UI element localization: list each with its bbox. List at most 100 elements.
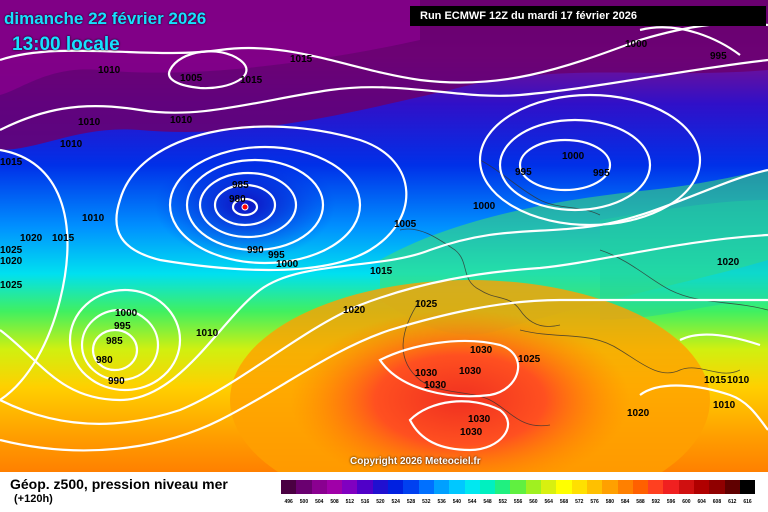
scale-value: 556: [513, 499, 523, 505]
scale-value: 500: [299, 499, 309, 505]
isobar-label: 1000: [276, 259, 299, 270]
scale-swatch: [479, 480, 496, 494]
scale-value: 520: [376, 499, 385, 505]
scale-swatch: [525, 480, 542, 494]
scale-value: 548: [483, 499, 492, 505]
scale-value: 580: [605, 499, 615, 505]
scale-swatch: [678, 480, 695, 494]
isobar-label: 1025: [415, 299, 438, 310]
scale-swatch: [372, 480, 389, 494]
isobar-label: 1020: [343, 305, 366, 316]
scale-swatch: [571, 480, 587, 494]
scale-value: 588: [636, 499, 645, 505]
scale-value: 600: [682, 499, 691, 505]
scale-value: 504: [315, 499, 324, 505]
scale-value: 564: [544, 499, 553, 505]
isobar-label: 1010: [713, 400, 736, 411]
low-center-marker: [241, 203, 249, 211]
scale-swatch: [449, 480, 465, 494]
scale-value: 528: [406, 499, 416, 505]
scale-value: 532: [422, 499, 431, 505]
scale-swatch: [403, 480, 419, 494]
isobar-label: 995: [515, 167, 532, 178]
isobar-label: 1030: [415, 368, 438, 379]
isobar-label: 1010: [98, 65, 121, 76]
isobar-label: 1015: [290, 54, 313, 65]
scale-value: 552: [498, 499, 507, 505]
scale-swatch: [510, 480, 526, 494]
isobar-label: 1010: [196, 328, 219, 339]
isobar-label: 1010: [60, 139, 83, 150]
isobar-label: 1000: [115, 308, 138, 319]
isobar-label: 1015: [704, 375, 727, 386]
scale-swatch: [602, 480, 618, 494]
isobar-label: 1020: [717, 257, 740, 268]
scale-value: 592: [651, 499, 660, 505]
scale-swatch: [556, 480, 572, 494]
scale-swatch: [648, 480, 664, 494]
scale-value: 496: [284, 499, 293, 505]
scale-value: 612: [728, 499, 737, 505]
scale-value: 568: [559, 499, 569, 505]
isobar-label: 1030: [470, 345, 493, 356]
scale-swatch: [739, 480, 756, 494]
isobar-label: 1000: [625, 39, 648, 50]
scale-swatch: [281, 480, 297, 494]
copyright-text: Copyright 2026 Meteociel.fr: [350, 456, 481, 467]
scale-value: 544: [468, 499, 477, 505]
scale-swatch: [724, 480, 740, 494]
scale-value: 604: [697, 499, 706, 505]
isobar-label: 1000: [562, 151, 585, 162]
scale-swatch: [586, 480, 603, 494]
legend-title: Géop. z500, pression niveau mer: [10, 476, 228, 492]
model-run-info: Run ECMWF 12Z du mardi 17 février 2026: [410, 6, 766, 26]
legend-footer: Géop. z500, pression niveau mer (+120h) …: [0, 472, 768, 512]
scale-swatch: [617, 480, 633, 494]
isobar-label: 995: [268, 250, 285, 261]
isobar-label: 980: [229, 194, 246, 205]
isobar-label: 1030: [459, 366, 482, 377]
isobar-label: 1010: [82, 213, 105, 224]
scale-swatch: [311, 480, 327, 494]
isobars: [0, 22, 768, 452]
scale-value: 572: [575, 499, 584, 505]
isobar-label: 1005: [180, 73, 203, 84]
scale-swatch: [342, 480, 358, 494]
scale-swatch: [632, 480, 649, 494]
scale-swatch: [296, 480, 312, 494]
isobar-label: 1010: [727, 375, 750, 386]
isobar-label: 1025: [0, 245, 23, 256]
scale-value: 540: [452, 499, 462, 505]
isobar-label: 1030: [424, 380, 447, 391]
scale-swatch: [464, 480, 480, 494]
scale-swatch: [541, 480, 557, 494]
legend-subtitle: (+120h): [14, 493, 53, 505]
isobar-label: 1015: [240, 75, 263, 86]
isobar-label: 995: [593, 168, 610, 179]
forecast-date: dimanche 22 février 2026: [4, 9, 207, 28]
color-scale-labels: 496 500 504 508 512 516 520 524 528 532 536 540 544 5…: [281, 499, 755, 505]
isobar-label: 1020: [0, 256, 23, 267]
weather-map: 1010 1005 1015 1015 1010 1010 1010 1015 1010 1020…: [0, 0, 768, 472]
isobar-label: 1030: [468, 414, 491, 425]
isobar-label: 980: [96, 355, 113, 366]
scale-value: 616: [743, 499, 752, 505]
scale-value: 576: [590, 499, 599, 505]
scale-swatch: [694, 480, 710, 494]
isobar-label: 1000: [473, 201, 496, 212]
scale-swatch: [433, 480, 450, 494]
scale-value: 596: [666, 499, 676, 505]
scale-swatch: [326, 480, 343, 494]
isobar-label: 990: [247, 245, 264, 256]
scale-swatch: [709, 480, 725, 494]
scale-value: 584: [621, 499, 630, 505]
scale-value: 516: [360, 499, 370, 505]
scale-value: 524: [391, 499, 400, 505]
scale-swatch: [418, 480, 434, 494]
scale-value: 512: [345, 499, 354, 505]
isobar-label: 1025: [0, 280, 23, 291]
isobar-label: 995: [710, 51, 727, 62]
isobar-label: 1010: [78, 117, 101, 128]
scale-swatch: [495, 480, 511, 494]
